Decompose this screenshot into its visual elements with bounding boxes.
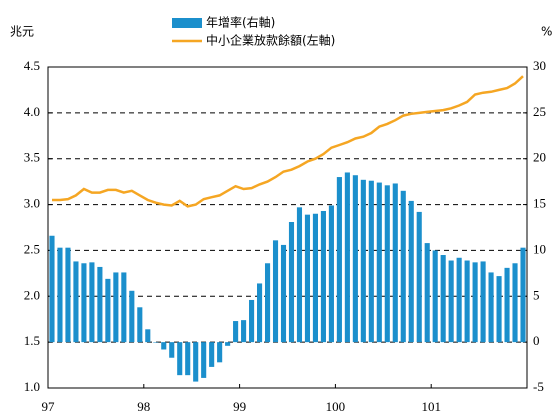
bar [153,342,159,343]
y-tick-label: 3.0 [24,196,40,211]
legend-swatch [172,18,202,28]
bar [464,260,470,343]
bar [73,261,79,343]
x-tick-label: 101 [421,399,441,414]
y-tick-label: 2.0 [24,287,40,302]
bar [129,290,135,343]
bar [408,200,414,343]
x-tick-label: 100 [326,399,346,414]
bar [288,221,295,343]
bar [97,266,103,343]
bar [81,263,87,343]
bar [185,342,191,376]
bar [472,262,478,343]
bar [296,207,303,343]
bar [504,267,510,343]
bar [416,211,422,343]
bar [49,235,55,343]
bar [448,260,454,343]
bar [352,175,358,343]
y2-tick-label: 25 [533,104,546,119]
bar [177,342,183,376]
legend-label: 中小企業放款餘額(左軸) [206,33,335,48]
bar [384,185,390,343]
bar [57,247,63,343]
bar [217,342,223,363]
y-tick-label: 3.5 [24,150,40,165]
bar [121,272,127,343]
bar [360,179,366,343]
y-axis-label: 兆元 [10,25,34,39]
line [52,75,524,208]
bar [249,299,255,343]
bar [312,213,318,343]
y2-tick-label: 30 [533,58,546,73]
bar [512,263,518,343]
bar [328,205,334,343]
bar [257,283,263,343]
y-tick-label: 1.5 [24,333,40,348]
bar [193,342,199,382]
bar [65,247,71,343]
bar [440,255,446,343]
legend-label: 年增率(右軸) [206,15,275,30]
bar [368,180,374,343]
bar [304,214,311,343]
bar [432,250,438,343]
bar [264,263,271,343]
bar [113,272,119,343]
y2-tick-label: 10 [533,241,546,256]
y-tick-label: 4.0 [24,104,40,119]
bar [137,307,143,343]
x-tick-label: 99 [233,399,246,414]
bar [520,247,526,343]
bar [89,262,95,343]
bar [272,240,279,343]
y-tick-label: 2.5 [24,241,40,256]
bar [161,342,167,350]
bar [376,182,382,343]
bar [280,244,287,343]
bar [456,257,462,343]
bar [344,172,350,343]
y2-tick-label: 0 [533,333,540,348]
bar [241,320,247,343]
y2-tick-label: 15 [533,196,546,211]
y-tick-label: 1.0 [24,379,40,394]
plot-frame [47,66,528,389]
x-tick-label: 98 [137,399,150,414]
bar [400,190,406,343]
bar [320,210,326,343]
bar [225,342,231,346]
y2-tick-label: -5 [533,379,544,394]
bar [145,329,151,343]
bar [105,278,111,343]
y2-tick-label: 20 [533,150,546,165]
y2-tick-label: 5 [533,287,540,302]
bar [233,321,239,343]
bar [201,342,207,378]
bar [496,276,502,343]
y-tick-label: 4.5 [24,58,40,73]
bar [424,243,430,343]
bar [480,261,486,343]
y2-axis-label: % [541,25,552,39]
x-tick-label: 97 [42,399,56,414]
bar [209,342,215,367]
bar [488,272,494,343]
bar [169,342,175,358]
bar [392,183,398,343]
bar [336,177,342,343]
